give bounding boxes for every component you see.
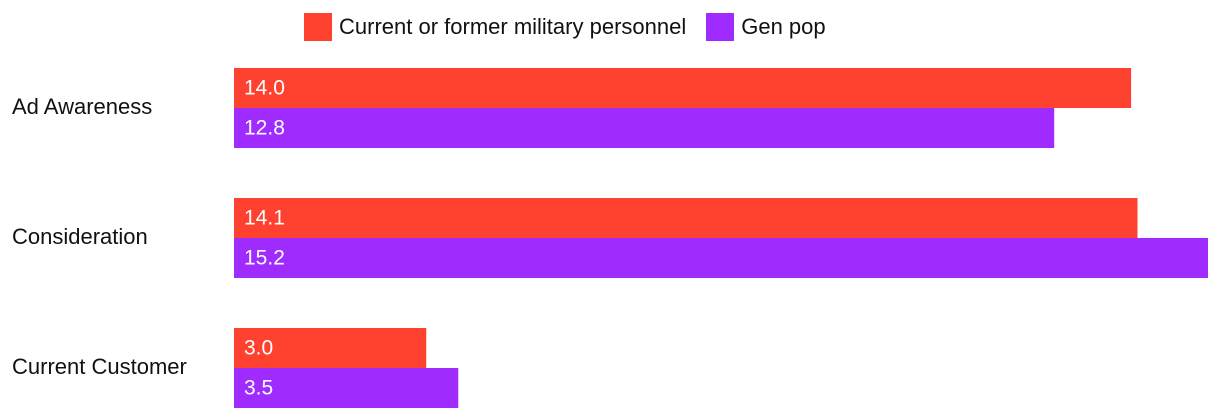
legend-item-genpop: Gen pop — [706, 13, 826, 41]
data-label-ad-awareness-military: 14.0 — [244, 77, 285, 100]
legend-swatch-genpop — [706, 13, 735, 41]
chart-legend: Current or former military personnel Gen… — [304, 12, 846, 42]
category-label-ad-awareness: Ad Awareness — [12, 94, 152, 119]
bar-ad-awareness-military — [234, 68, 1132, 108]
legend-label-military: Current or former military personnel — [339, 14, 687, 39]
legend-label-genpop: Gen pop — [741, 14, 826, 39]
bar-current-customer-genpop — [234, 368, 459, 408]
data-label-consideration-genpop: 15.2 — [244, 247, 285, 270]
bar-consideration-military — [234, 198, 1138, 238]
bar-ad-awareness-genpop — [234, 108, 1055, 148]
legend-swatch-military — [304, 13, 332, 41]
bar-current-customer-military — [234, 328, 427, 368]
category-label-consideration: Consideration — [12, 224, 148, 249]
category-label-current-customer: Current Customer — [12, 354, 187, 379]
data-label-ad-awareness-genpop: 12.8 — [244, 117, 285, 140]
data-label-consideration-military: 14.1 — [244, 207, 285, 230]
data-label-current-customer-military: 3.0 — [244, 337, 273, 360]
bar-consideration-genpop — [234, 238, 1208, 278]
data-label-current-customer-genpop: 3.5 — [244, 377, 273, 400]
legend-item-military: Current or former military personnel — [304, 13, 686, 41]
